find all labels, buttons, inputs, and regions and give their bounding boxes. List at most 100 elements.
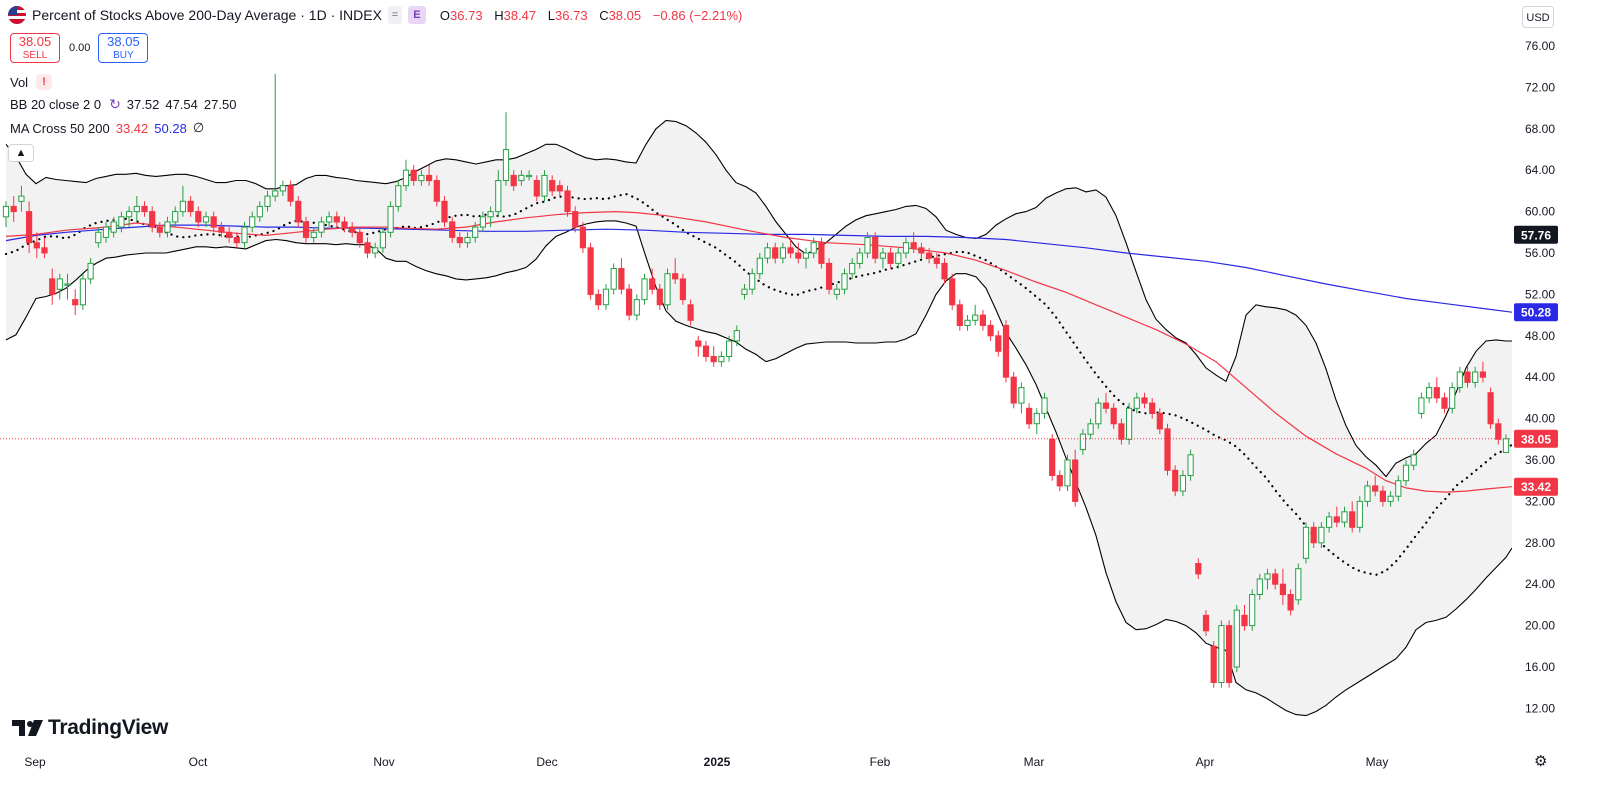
candle[interactable] <box>502 112 510 186</box>
candle[interactable] <box>149 206 156 233</box>
candle[interactable] <box>141 201 148 217</box>
candle[interactable] <box>579 221 586 253</box>
candle[interactable] <box>33 232 40 259</box>
candle[interactable] <box>918 242 925 259</box>
candle[interactable] <box>1472 366 1479 388</box>
candle[interactable] <box>572 206 579 233</box>
symbol-title[interactable]: Percent of Stocks Above 200-Day Average … <box>32 7 382 23</box>
candle[interactable] <box>279 180 286 197</box>
candle[interactable] <box>818 237 825 269</box>
candle[interactable] <box>964 315 971 331</box>
candle[interactable] <box>902 237 910 259</box>
candle[interactable] <box>618 258 625 295</box>
candle[interactable] <box>364 237 371 259</box>
candle[interactable] <box>864 232 871 259</box>
candle[interactable] <box>710 346 717 367</box>
candle[interactable] <box>1456 366 1463 393</box>
candle[interactable] <box>1026 403 1033 429</box>
candle[interactable] <box>1310 522 1317 548</box>
candle[interactable] <box>302 216 310 243</box>
candle[interactable] <box>933 253 940 269</box>
candle[interactable] <box>849 258 856 279</box>
candle[interactable] <box>1049 434 1056 481</box>
candle[interactable] <box>533 175 540 202</box>
candle[interactable] <box>833 284 840 300</box>
candle[interactable] <box>1249 589 1256 631</box>
candle[interactable] <box>718 351 725 367</box>
candle[interactable] <box>1072 449 1079 507</box>
candle[interactable] <box>79 273 87 310</box>
candle[interactable] <box>295 196 302 228</box>
candle[interactable] <box>1449 382 1456 414</box>
candle[interactable] <box>249 211 256 233</box>
candle[interactable] <box>310 227 317 243</box>
candle[interactable] <box>318 216 325 238</box>
candle[interactable] <box>233 232 240 248</box>
candle[interactable] <box>1133 392 1140 414</box>
candle[interactable] <box>479 211 486 233</box>
tradingview-logo[interactable]: TradingView <box>12 716 168 740</box>
candle[interactable] <box>979 309 986 331</box>
candle[interactable] <box>1433 377 1440 404</box>
candle[interactable] <box>341 216 348 233</box>
candle[interactable] <box>1287 589 1294 616</box>
equals-icon[interactable]: = <box>387 6 402 24</box>
candle[interactable] <box>679 273 686 305</box>
candle[interactable] <box>287 180 294 207</box>
candle[interactable] <box>18 185 25 212</box>
candle[interactable] <box>95 227 102 248</box>
candle[interactable] <box>472 221 479 243</box>
candle[interactable] <box>741 284 748 300</box>
currency-button[interactable]: USD <box>1522 6 1554 28</box>
candle[interactable] <box>102 221 110 243</box>
candle[interactable] <box>626 284 633 321</box>
candle[interactable] <box>1126 403 1133 445</box>
candle[interactable] <box>41 237 48 259</box>
candle[interactable] <box>1149 397 1156 419</box>
candle[interactable] <box>1349 501 1356 533</box>
candle[interactable] <box>595 289 602 310</box>
candle[interactable] <box>133 196 140 222</box>
candle[interactable] <box>64 273 71 300</box>
candle[interactable] <box>602 284 610 310</box>
candle[interactable] <box>402 159 410 191</box>
candle[interactable] <box>1041 392 1048 419</box>
candle[interactable] <box>1195 558 1202 579</box>
candle[interactable] <box>387 201 394 238</box>
legend-ma-cross[interactable]: MA Cross 50 200 33.42 50.28 ∅ <box>10 120 204 136</box>
collapse-legend-button[interactable]: ▲ <box>8 144 34 162</box>
candle[interactable] <box>1479 361 1487 383</box>
candle[interactable] <box>695 335 702 357</box>
candle[interactable] <box>356 227 363 248</box>
candle[interactable] <box>702 341 710 362</box>
candle[interactable] <box>218 221 225 238</box>
candle[interactable] <box>256 201 263 222</box>
candle[interactable] <box>487 206 494 228</box>
candle[interactable] <box>772 242 779 264</box>
candle[interactable] <box>449 216 456 243</box>
candle[interactable] <box>1002 320 1010 383</box>
warning-icon[interactable]: ! <box>36 74 53 90</box>
refresh-icon[interactable]: ↻ <box>109 96 121 112</box>
candle[interactable] <box>1179 470 1187 497</box>
candle[interactable] <box>649 268 656 295</box>
candle[interactable] <box>1341 506 1348 528</box>
candle[interactable] <box>1418 392 1425 419</box>
candle[interactable] <box>1118 418 1125 445</box>
settings-gear-icon[interactable]: ⚙ <box>1534 753 1548 770</box>
candle[interactable] <box>1033 408 1040 435</box>
candle[interactable] <box>1364 480 1371 507</box>
candle[interactable] <box>1279 568 1287 605</box>
candle[interactable] <box>972 304 979 326</box>
candle[interactable] <box>172 206 179 228</box>
candle[interactable] <box>1164 423 1171 476</box>
candle[interactable] <box>641 273 648 305</box>
candle[interactable] <box>456 232 463 248</box>
candle[interactable] <box>926 247 933 264</box>
candle[interactable] <box>1102 392 1110 414</box>
candle[interactable] <box>26 201 33 253</box>
candle[interactable] <box>956 299 963 331</box>
candle[interactable] <box>433 175 440 207</box>
candle[interactable] <box>841 268 848 295</box>
